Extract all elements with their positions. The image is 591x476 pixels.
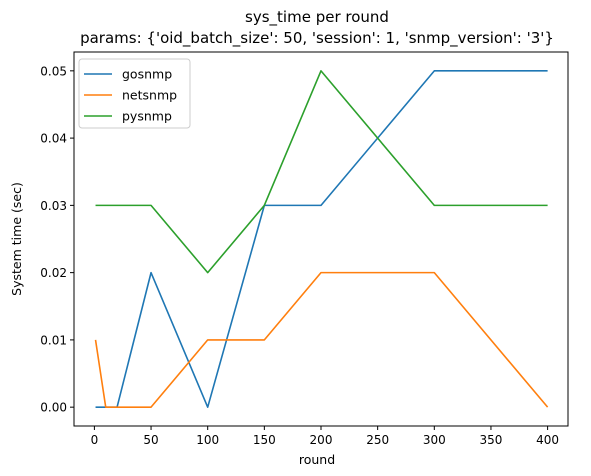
tick-layer: 0 50 100 150 200 250 300 350 400 0.00 0.01 0.02 0.03… <box>40 64 559 447</box>
legend-box <box>78 58 191 129</box>
x-tick-label: 200 <box>310 433 333 447</box>
chart-title: sys_time per round <box>245 8 389 27</box>
y-tick-label: 0.04 <box>40 132 67 146</box>
y-tick-label: 0.01 <box>40 333 67 347</box>
legend-label-gosnmp: gosnmp <box>122 67 172 82</box>
y-tick-label: 0.03 <box>40 199 67 213</box>
x-tick-label: 300 <box>423 433 446 447</box>
x-tick-label: 350 <box>480 433 503 447</box>
legend: gosnmp netsnmp pysnmp <box>78 58 191 129</box>
x-tick-label: 50 <box>143 433 158 447</box>
x-tick-label: 150 <box>253 433 276 447</box>
chart-subtitle: params: {'oid_batch_size': 50, 'session'… <box>80 29 554 48</box>
series-layer <box>94 70 549 408</box>
x-axis-label: round <box>299 452 335 467</box>
series-line-netsnmp <box>94 271 549 408</box>
legend-label-pysnmp: pysnmp <box>122 109 172 124</box>
y-tick-label: 0.02 <box>40 266 67 280</box>
x-tick-label: 400 <box>536 433 559 447</box>
plot-frame <box>73 51 569 427</box>
series-line-pysnmp <box>95 70 548 274</box>
x-tick-label: 250 <box>366 433 389 447</box>
legend-label-netsnmp: netsnmp <box>122 88 177 103</box>
y-tick-label: 0.00 <box>40 401 67 415</box>
y-tick-label: 0.05 <box>40 64 67 78</box>
x-tick-label: 0 <box>91 433 99 447</box>
y-axis-label: System time (sec) <box>9 182 24 296</box>
x-tick-label: 100 <box>196 433 219 447</box>
